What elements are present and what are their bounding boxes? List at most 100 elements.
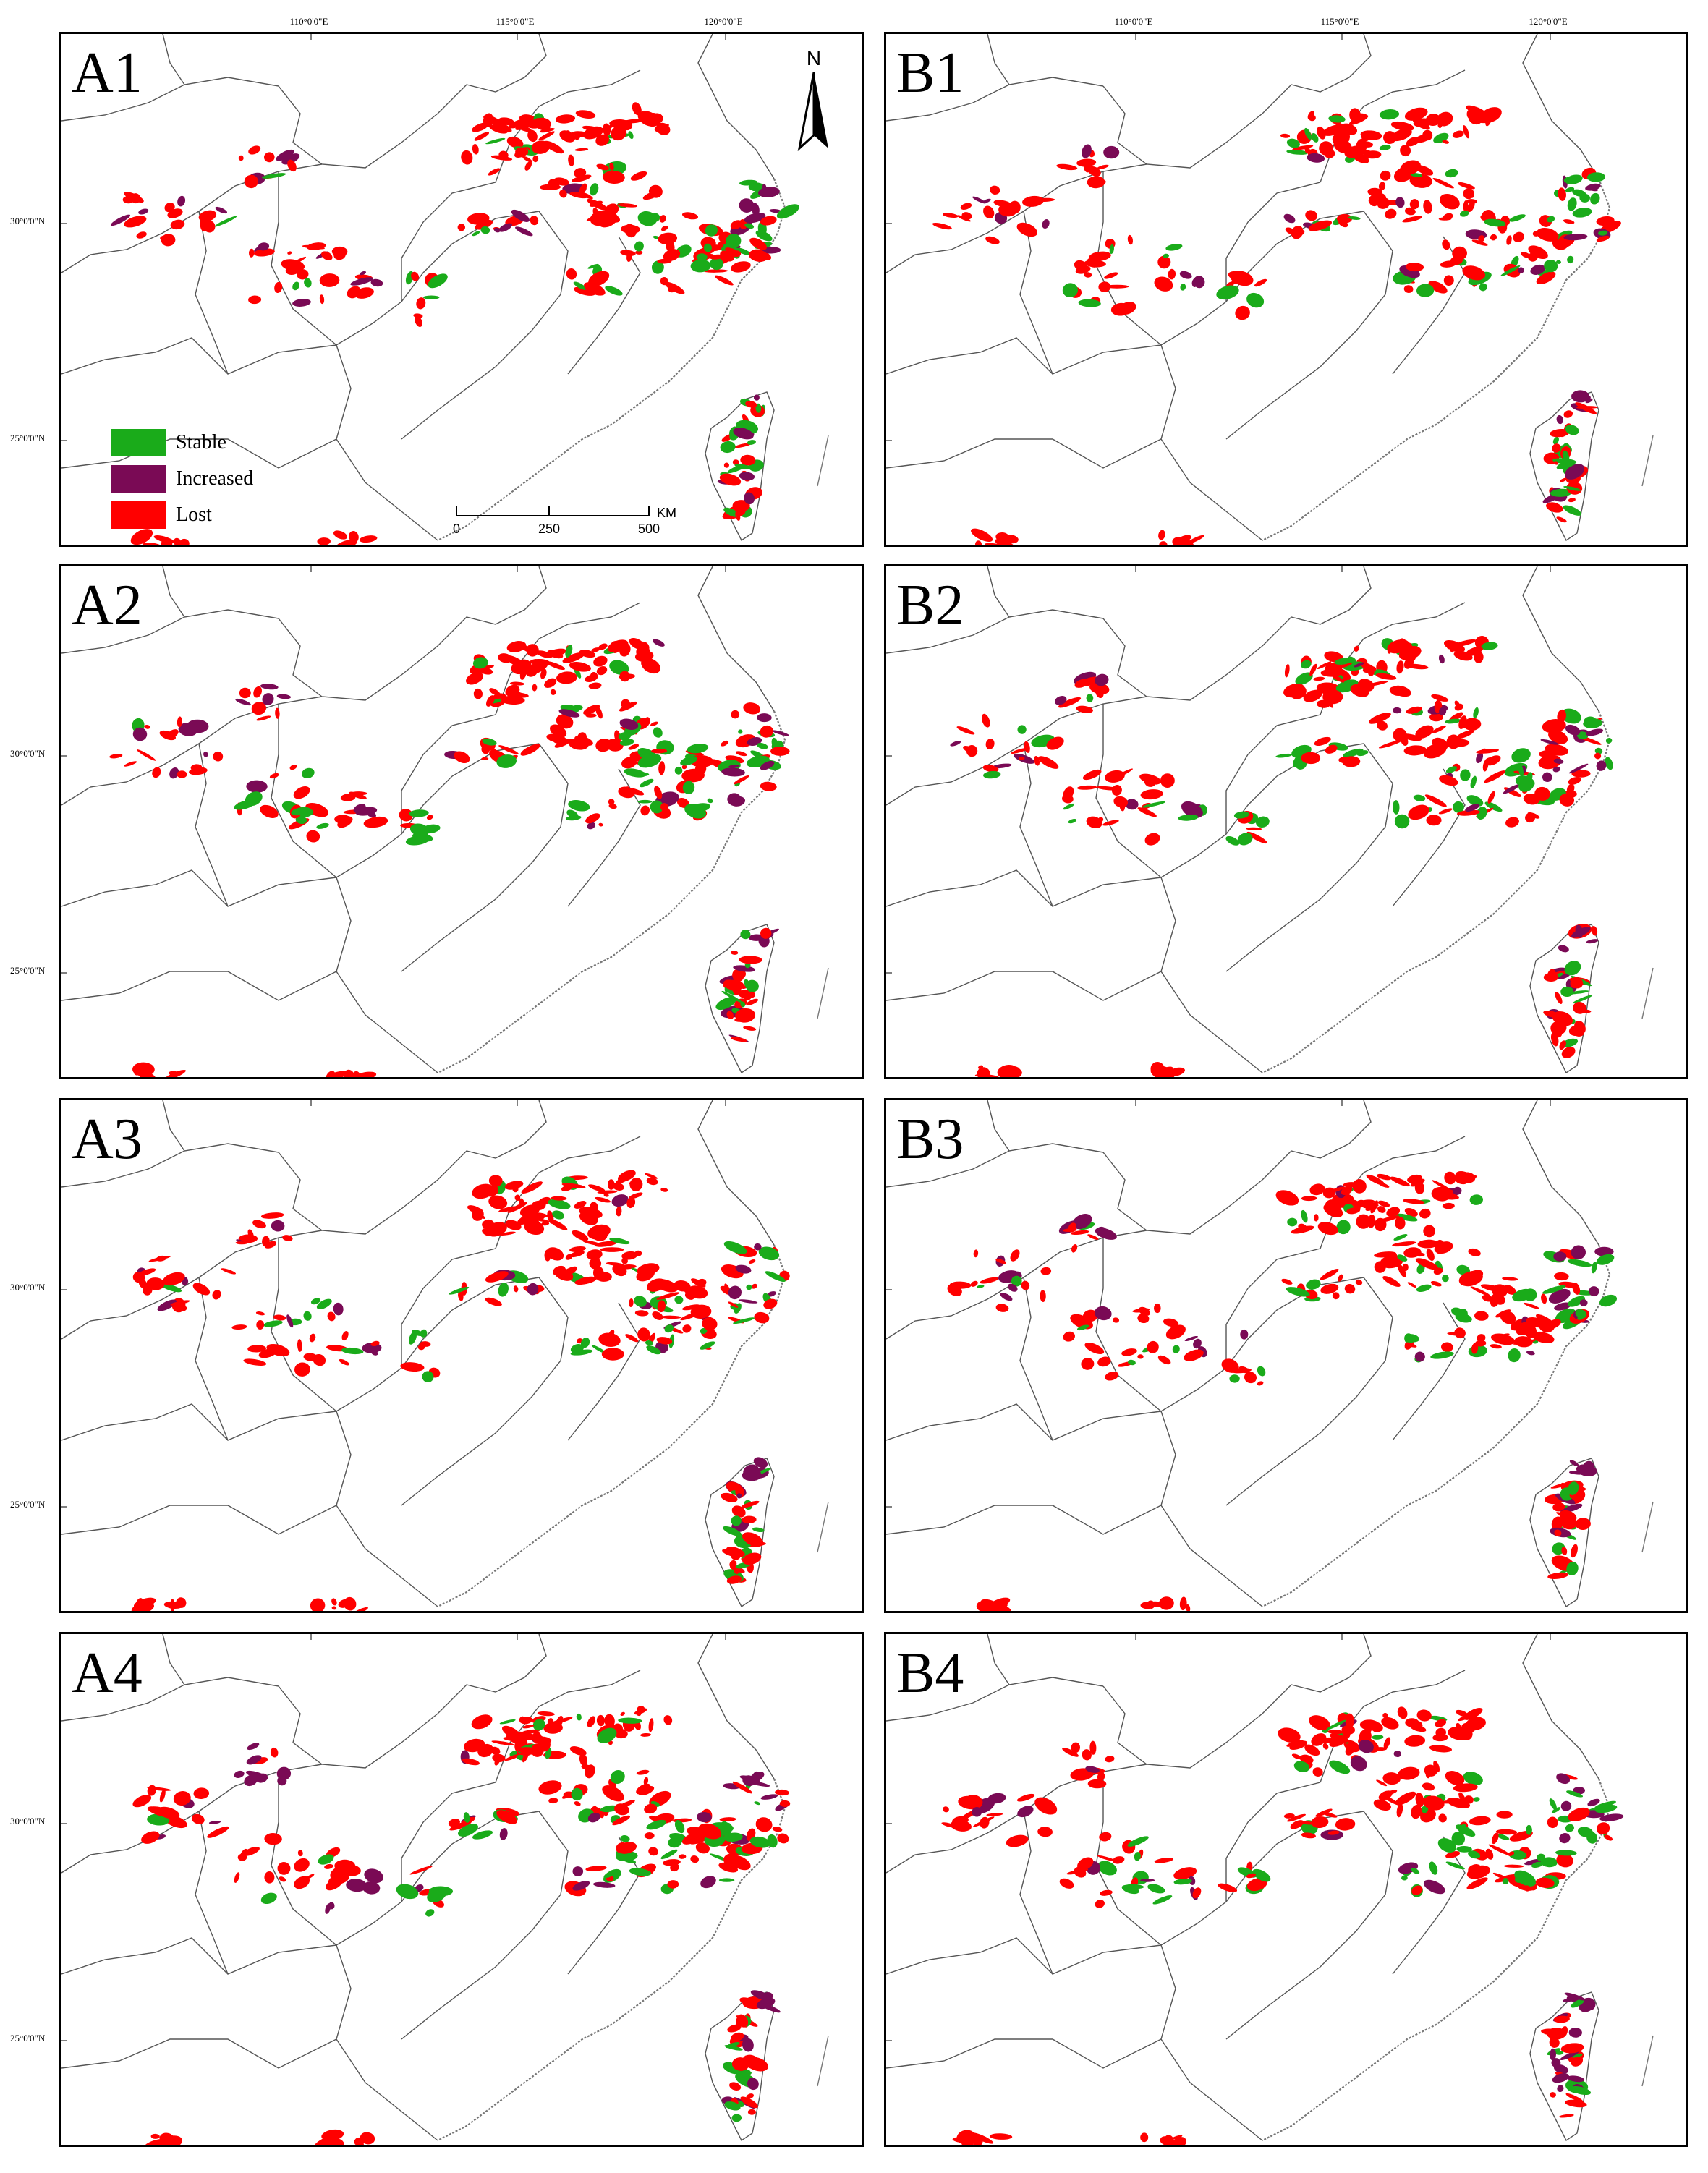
legend-swatch [111,465,166,493]
distribution-patch [247,1743,260,1751]
distribution-patch [256,1320,265,1330]
distribution-patch [572,174,592,182]
distribution-patch [674,766,683,775]
distribution-patch [1508,1851,1515,1857]
distribution-patch [1469,1194,1483,1205]
distribution-patch [235,1241,248,1245]
distribution-patch [546,1247,564,1261]
distribution-patch [596,1714,605,1727]
province-boundary [278,85,438,169]
province-boundary [1160,211,1364,346]
distribution-patch [1568,1807,1590,1821]
distribution-patch [1283,683,1305,698]
distribution-patch [660,1188,668,1192]
distribution-patch [333,530,347,540]
distribution-patch [755,1817,773,1832]
distribution-patch [558,709,580,718]
province-boundary [1392,1836,1466,1975]
distribution-patch [1173,1879,1192,1885]
island-line [817,967,829,1019]
distribution-patch [656,1292,680,1300]
distribution-patch [731,951,739,955]
distribution-patch [286,1314,294,1328]
distribution-patch [193,1787,210,1800]
province-boundary [1160,743,1364,878]
distribution-patch [586,1249,603,1260]
distribution-patch [1016,1793,1035,1802]
distribution-patch [1544,259,1558,273]
distribution-patch [695,1842,710,1854]
distribution-patch [198,210,217,222]
distribution-patch [1356,1214,1371,1229]
distribution-patch [1140,789,1163,800]
distribution-patch [1344,1284,1356,1294]
distribution-patch [562,652,585,663]
distribution-patch [698,1823,722,1840]
distribution-patch [1097,1855,1116,1862]
distribution-patch [1246,827,1262,831]
distribution-patch [1287,1217,1298,1227]
distribution-patch [488,168,501,176]
distribution-patch [326,1071,347,1077]
distribution-patch [234,1770,245,1778]
distribution-patch [310,1598,326,1611]
distribution-patch [1378,182,1386,191]
distribution-patch [207,1826,229,1838]
panel-label: B1 [896,41,964,105]
distribution-patch [1105,770,1125,783]
distribution-patch [521,1729,540,1735]
distribution-patch [1359,1199,1375,1205]
coastline [1262,1778,1611,2141]
distribution-patch [1572,208,1592,218]
distribution-patch [1488,1844,1511,1855]
distribution-patch [753,394,760,401]
distribution-patch [674,1819,685,1834]
distribution-patch [509,119,528,129]
province-boundary [1102,1685,1263,1769]
distribution-patch [983,770,1001,779]
distribution-patch [1137,807,1157,817]
distribution-patch [1547,969,1556,981]
distribution-patch [726,1575,742,1584]
distribution-patch [1568,498,1576,503]
distribution-patch [514,1194,521,1202]
distribution-patch [1218,1883,1238,1892]
distribution-patch [1553,2064,1569,2074]
distribution-patch [499,1828,508,1840]
distribution-patch [1140,1879,1155,1882]
distribution-patch [147,1787,171,1791]
distribution-patch [611,1194,629,1207]
distribution-patch [1380,170,1391,181]
distribution-patch [734,247,752,256]
distribution-patch [740,454,756,466]
distribution-patch [980,1277,999,1284]
province-boundary [278,1152,438,1235]
distribution-patch [638,1785,655,1796]
map-canvas [886,1100,1654,1611]
distribution-patch [977,1065,984,1069]
distribution-patch [1605,757,1613,770]
distribution-patch [1465,1717,1486,1731]
distribution-patch [1216,285,1239,300]
distribution-patch [522,1210,540,1220]
distribution-patch [565,1254,573,1260]
distribution-patch [970,2132,994,2144]
distribution-patch [492,1753,506,1763]
distribution-patch [1538,754,1562,770]
distribution-patch [733,443,753,448]
distribution-patch [565,645,573,658]
distribution-patch [723,462,730,468]
distribution-patch [571,1787,583,1801]
distribution-patch [1327,1830,1340,1835]
province-boundary [1160,344,1263,541]
distribution-patch [628,744,640,750]
distribution-patch [132,1795,152,1808]
distribution-patch [648,1847,658,1856]
province-boundary [697,1100,775,1246]
distribution-patch [608,1330,615,1340]
distribution-patch [1292,145,1314,150]
distribution-patch [262,1236,270,1247]
distribution-patch [1076,1324,1089,1331]
distribution-patch [1105,1756,1115,1763]
distribution-patch [370,278,383,287]
